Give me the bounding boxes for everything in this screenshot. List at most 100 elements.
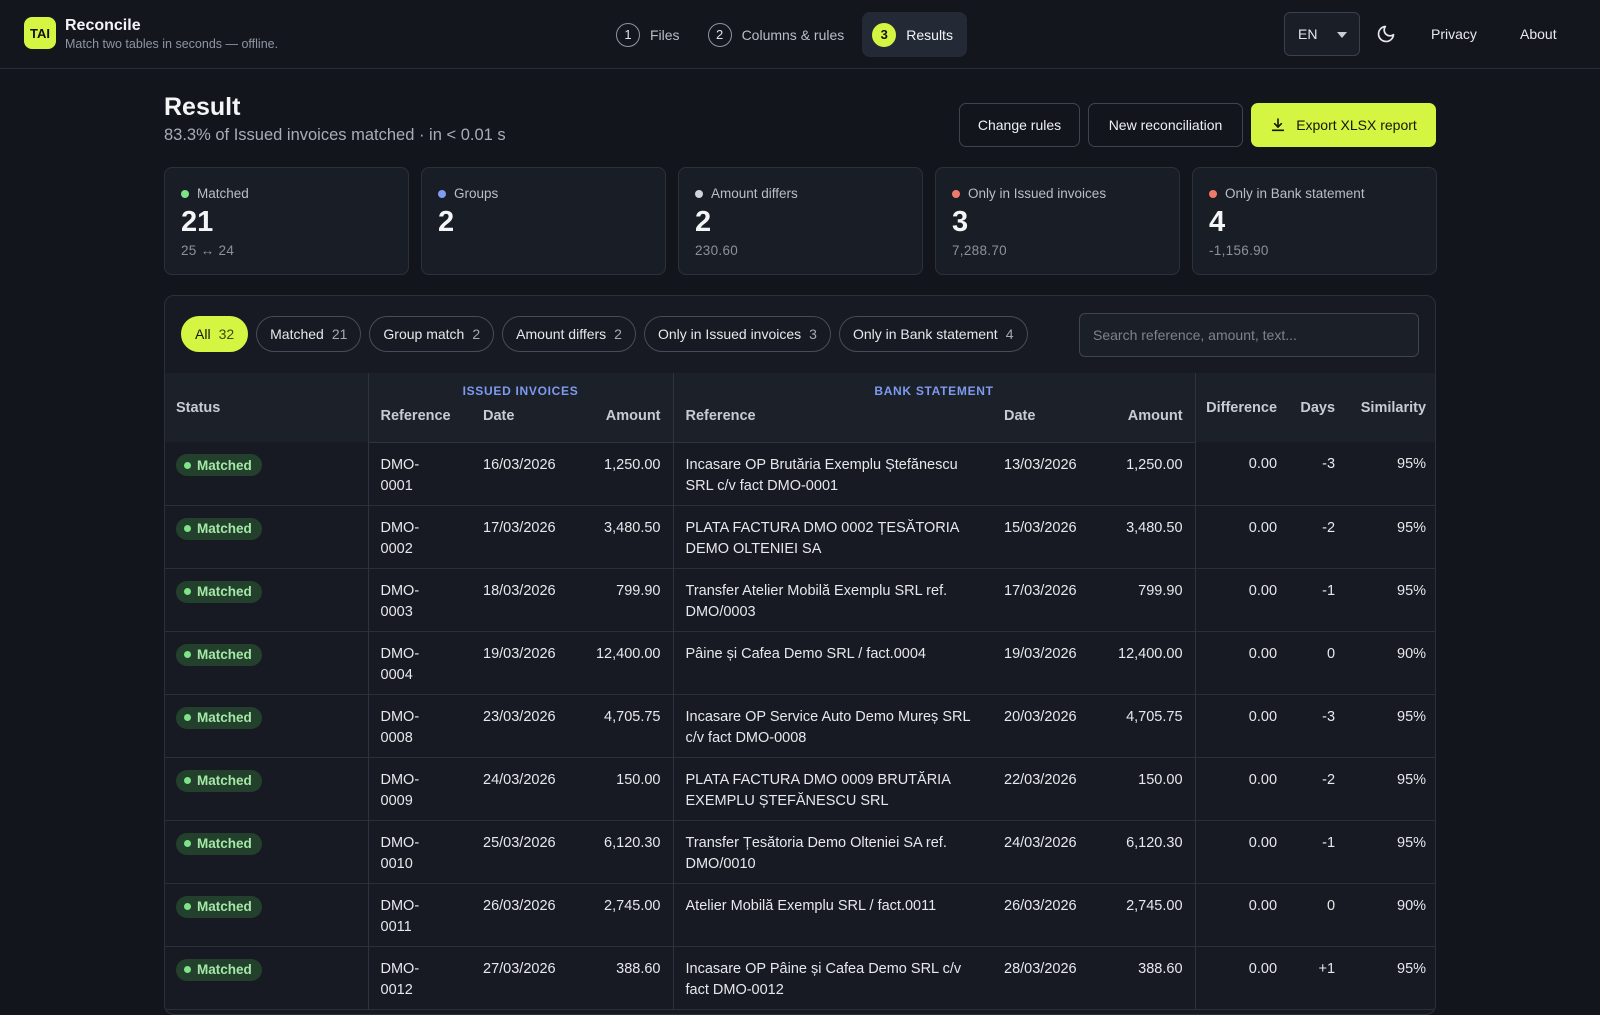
status-label: Matched [197, 836, 252, 851]
change-rules-button[interactable]: Change rules [959, 103, 1080, 147]
cell-bank-date: 15/03/2026 [1004, 519, 1077, 536]
language-value: EN [1298, 26, 1318, 42]
column-header-similarity[interactable]: Similarity [1347, 373, 1435, 442]
stat-card-only-bank: Only in Bank statement 4 -1,156.90 [1192, 167, 1437, 275]
new-reconciliation-button[interactable]: New reconciliation [1088, 103, 1243, 147]
about-link[interactable]: About [1520, 26, 1557, 42]
moon-icon[interactable] [1376, 24, 1396, 44]
results-table: Status ISSUED INVOICES BANK STATEMENT Di… [165, 373, 1435, 1010]
cell-days: -1 [1322, 834, 1336, 851]
column-header-bank-reference[interactable]: Reference [672, 404, 992, 443]
cell-bank-reference: Incasare OP Pâine și Cafea Demo SRL c/v … [672, 946, 992, 1009]
filter-label: Group match [383, 326, 465, 342]
cell-days: 0 [1326, 645, 1336, 662]
cell-amount: 799.90 [616, 582, 661, 599]
cell-bank-date: 22/03/2026 [1004, 771, 1077, 788]
cell-bank-date: 13/03/2026 [1004, 456, 1077, 473]
group-header-issued: ISSUED INVOICES [367, 373, 673, 404]
filter-amount-differs[interactable]: Amount differs 2 [502, 316, 636, 352]
table-row[interactable]: Matched DMO- 0002 17/03/2026 3,480.50 PLATA … [165, 505, 1435, 568]
column-header-bank-date[interactable]: Date [992, 404, 1099, 443]
export-xlsx-button[interactable]: Export XLSX report [1251, 103, 1436, 147]
filter-label: All [195, 326, 211, 342]
column-header-status[interactable]: Status [165, 373, 368, 442]
status-badge: Matched [176, 895, 262, 918]
cell-similarity: 95% [1397, 519, 1427, 536]
step-results[interactable]: 3 Results [862, 12, 967, 57]
cell-similarity: 95% [1397, 771, 1427, 788]
search-input[interactable] [1079, 313, 1419, 357]
filter-only-bank[interactable]: Only in Bank statement 4 [838, 316, 1028, 352]
cell-bank-date: 26/03/2026 [1004, 897, 1077, 914]
column-header-bank-amount[interactable]: Amount [1099, 404, 1196, 443]
cell-days: -3 [1322, 708, 1336, 725]
results-panel: All 32 Matched 21 Group match 2 Amount diff… [164, 295, 1436, 1015]
table-row[interactable]: Matched DMO- 0001 16/03/2026 1,250.00 Incasa… [165, 442, 1435, 505]
table-row[interactable]: Matched DMO- 0012 27/03/2026 388.60 Incasare… [165, 946, 1435, 1009]
cell-bank-amount: 1,250.00 [1126, 456, 1183, 473]
cell-status: Matched [165, 946, 368, 1009]
cell-date: 26/03/2026 [483, 897, 556, 914]
filter-only-issued[interactable]: Only in Issued invoices 3 [643, 316, 831, 352]
column-header-date[interactable]: Date [471, 404, 578, 443]
cell-reference: DMO- 0001 [367, 442, 471, 505]
filter-count: 3 [809, 326, 817, 342]
brand[interactable]: TAI Reconcile Match two tables in second… [24, 17, 278, 51]
table-row[interactable]: Matched DMO- 0008 23/03/2026 4,705.75 Incasa… [165, 694, 1435, 757]
app-logo: TAI [24, 17, 56, 49]
cell-bank-amount: 4,705.75 [1126, 708, 1183, 725]
table-row[interactable]: Matched DMO- 0004 19/03/2026 12,400.00 Pâine… [165, 631, 1435, 694]
cell-bank-amount: 6,120.30 [1126, 834, 1183, 851]
cell-date: 25/03/2026 [483, 834, 556, 851]
column-header-difference[interactable]: Difference [1194, 373, 1290, 442]
filter-group-match[interactable]: Group match 2 [369, 316, 495, 352]
cell-reference: DMO- 0012 [367, 946, 471, 1009]
stat-value: 3 [952, 206, 969, 238]
cell-amount: 4,705.75 [604, 708, 661, 725]
cell-reference: DMO- 0009 [367, 757, 471, 820]
table-row[interactable]: Matched DMO- 0003 18/03/2026 799.90 Transfer… [165, 568, 1435, 631]
cell-date: 27/03/2026 [483, 960, 556, 977]
chevron-down-icon [1337, 32, 1347, 38]
cell-bank-reference: Incasare OP Brutăria Exemplu Ștefănescu … [672, 442, 992, 505]
status-label: Matched [197, 521, 252, 536]
filter-matched[interactable]: Matched 21 [256, 316, 362, 352]
cell-similarity: 95% [1397, 708, 1427, 725]
cell-bank-date: 17/03/2026 [1004, 582, 1077, 599]
filter-all[interactable]: All 32 [181, 316, 249, 352]
table-row[interactable]: Matched DMO- 0009 24/03/2026 150.00 PLATA FA… [165, 757, 1435, 820]
stat-label: Only in Bank statement [1225, 186, 1365, 201]
cell-similarity: 90% [1397, 645, 1427, 662]
column-header-days[interactable]: Days [1289, 373, 1348, 442]
stat-label: Only in Issued invoices [968, 186, 1107, 201]
status-dot [952, 189, 960, 198]
cell-reference: DMO- 0010 [367, 820, 471, 883]
status-dot [184, 903, 191, 910]
stat-value: 2 [438, 206, 455, 238]
language-select[interactable]: EN [1284, 12, 1360, 56]
filter-label: Amount differs [516, 326, 607, 342]
step-columns-rules[interactable]: 2 Columns & rules [698, 12, 859, 57]
column-header-reference[interactable]: Reference [367, 404, 471, 443]
cell-difference: 0.00 [1194, 757, 1290, 820]
download-icon [1272, 118, 1285, 132]
cell-bank-reference: PLATA FACTURA DMO 0009 BRUTĂRIA EXEMPLU … [672, 757, 992, 820]
cell-reference: DMO- 0011 [367, 883, 471, 946]
stat-sub: -1,156.90 [1209, 243, 1269, 258]
cell-days: 0 [1326, 897, 1336, 914]
cell-date: 24/03/2026 [483, 771, 556, 788]
table-row[interactable]: Matched DMO- 0010 25/03/2026 6,120.30 Transf… [165, 820, 1435, 883]
cell-similarity: 95% [1397, 960, 1427, 977]
column-header-amount[interactable]: Amount [578, 404, 673, 443]
filter-count: 32 [218, 326, 235, 342]
status-dot [184, 777, 191, 784]
privacy-link[interactable]: Privacy [1431, 26, 1477, 42]
status-label: Matched [197, 710, 252, 725]
step-label: Results [906, 26, 953, 43]
stat-card-matched: Matched 21 25 ↔ 24 [164, 167, 409, 275]
step-files[interactable]: 1 Files [606, 12, 694, 57]
filter-label: Matched [270, 326, 324, 342]
table-row[interactable]: Matched DMO- 0011 26/03/2026 2,745.00 Atelie… [165, 883, 1435, 946]
cell-amount: 6,120.30 [604, 834, 661, 851]
cell-amount: 3,480.50 [604, 519, 661, 536]
